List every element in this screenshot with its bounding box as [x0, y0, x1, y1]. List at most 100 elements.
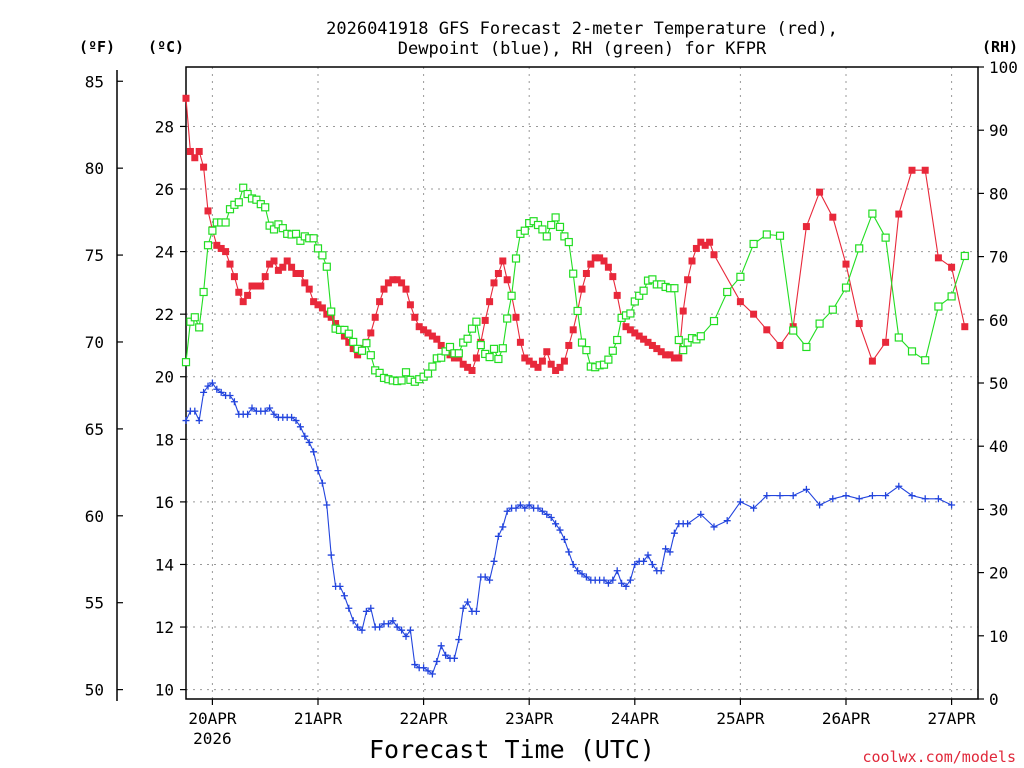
dewpoint-point — [428, 670, 436, 678]
dewpoint-point — [424, 667, 432, 675]
dewpoint-point — [574, 567, 582, 575]
temperature-point — [411, 313, 419, 321]
dewpoint-point — [578, 570, 586, 578]
temperature-point — [653, 345, 661, 353]
temperature-point — [332, 320, 340, 328]
rh-point — [181, 358, 191, 367]
temperature-point — [525, 357, 533, 365]
rh-point — [291, 229, 301, 238]
temperature-point — [512, 313, 520, 321]
temperature-point — [622, 323, 630, 331]
rh-point — [322, 262, 331, 271]
rh-point — [296, 236, 305, 245]
temperature-point — [684, 276, 692, 284]
temperature-point — [640, 335, 648, 343]
temperature-point — [274, 266, 282, 274]
dewpoint-point — [398, 626, 406, 634]
temperature-point — [384, 279, 392, 287]
rh-point — [239, 183, 248, 192]
dewpoint-point — [618, 579, 626, 587]
rh-point — [841, 283, 851, 292]
dewpoint-point — [389, 617, 397, 625]
rh-point — [225, 205, 235, 214]
temperature-point — [776, 341, 784, 349]
rh-point — [472, 317, 481, 326]
temperature-point — [349, 345, 357, 353]
rh-tick-label: 20 — [989, 564, 1008, 583]
rh-point — [278, 224, 287, 233]
rh-point — [679, 346, 688, 355]
dewpoint-point — [512, 504, 520, 512]
rh-point — [736, 272, 745, 281]
rh-point — [401, 368, 411, 377]
dewpoint-point — [736, 498, 744, 506]
temperature-point — [855, 320, 863, 328]
temperature-point — [736, 298, 744, 306]
temperature-point — [882, 338, 890, 346]
grid-lines — [186, 67, 978, 699]
dewpoint-point — [204, 382, 212, 390]
dewpoint-point — [230, 398, 238, 406]
rh-point — [467, 324, 477, 333]
celsius-tick-label: 14 — [155, 555, 174, 574]
dewpoint-point — [499, 523, 507, 531]
rh-point — [362, 339, 371, 348]
temperature-point — [631, 329, 639, 337]
temperature-point — [921, 166, 929, 174]
temperature-point — [587, 260, 595, 268]
temperature-point — [530, 360, 538, 368]
dewpoint-point — [226, 392, 234, 400]
temperature-point — [222, 248, 230, 256]
temperature-point — [283, 257, 291, 265]
temperature-point — [948, 263, 956, 271]
temperature-point — [908, 166, 916, 174]
temperature-point — [596, 254, 604, 262]
rh-point — [349, 337, 358, 347]
rh-point — [423, 369, 433, 378]
rh-point — [960, 251, 969, 261]
temperature-point — [934, 254, 942, 262]
temperature-point — [481, 316, 489, 324]
temperature-point — [556, 363, 564, 371]
temperature-point — [393, 276, 401, 284]
rh-point — [357, 346, 367, 355]
celsius-tick-label: 18 — [155, 430, 174, 449]
dewpoint-point — [829, 495, 837, 503]
dewpoint-point — [604, 579, 612, 587]
dewpoint-point — [648, 560, 656, 568]
temperature-point — [468, 366, 476, 374]
temperature-point — [763, 326, 771, 334]
rh-point — [476, 340, 485, 350]
dewpoint-point — [384, 620, 392, 628]
rh-point — [547, 220, 556, 230]
temperature-point — [675, 354, 683, 362]
dewpoint-point — [525, 501, 533, 509]
temperature-point — [389, 276, 397, 284]
dewpoint-point — [464, 598, 472, 606]
dewpoint-point — [459, 604, 467, 612]
temperature-point — [446, 351, 454, 359]
rh-point — [344, 329, 353, 338]
rh-point — [599, 360, 609, 369]
temperature-point — [582, 269, 590, 277]
temperature-point — [499, 257, 507, 265]
dewpoint-point — [543, 510, 551, 518]
dewpoint-point — [609, 576, 617, 584]
temperature-point — [842, 260, 850, 268]
temperature-point — [750, 310, 758, 318]
dewpoint-point — [270, 410, 278, 418]
dewpoint-point — [855, 495, 863, 503]
rh-point — [507, 291, 516, 300]
rh-point — [313, 244, 323, 253]
rh-tick-label: 40 — [989, 437, 1008, 456]
dewpoint-point — [750, 504, 758, 512]
fahrenheit-unit-label: (ºF) — [79, 38, 115, 56]
rh-point — [269, 225, 279, 234]
dewpoint-point — [450, 654, 458, 662]
temperature-point — [226, 260, 234, 268]
temperature-point — [279, 263, 287, 271]
temperature-markers — [182, 94, 969, 374]
temperature-point — [464, 363, 472, 371]
dewpoint-point — [631, 560, 639, 568]
rh-point — [815, 319, 824, 328]
